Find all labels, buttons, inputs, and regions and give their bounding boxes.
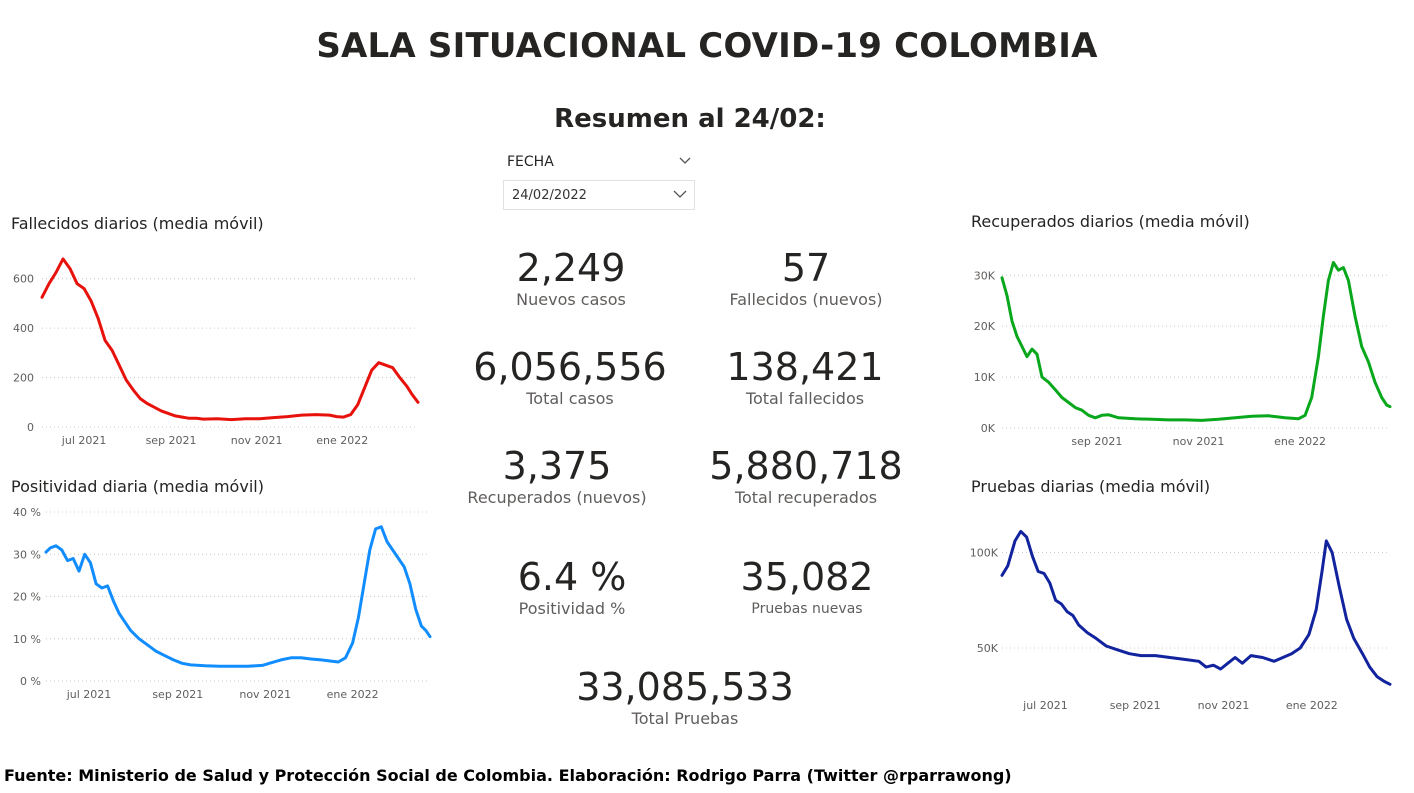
x-tick-label: jul 2021 [61, 434, 107, 447]
y-tick-label: 10K [974, 371, 996, 384]
kpi-label: Total fallecidos [745, 389, 865, 408]
y-tick-label: 0K [981, 422, 996, 435]
y-tick-label: 200 [13, 372, 34, 385]
source-footer: Fuente: Ministerio de Salud y Protección… [4, 766, 1012, 785]
series-line-positividad [44, 525, 432, 668]
kpi-label: Positividad % [518, 599, 626, 618]
kpi-value: 35,082 [740, 555, 874, 599]
y-tick-label: 30 % [13, 548, 41, 561]
chart-pruebas: 50K 100K jul 2021 sep 2021 nov 2021 ene 2022 [970, 529, 1392, 712]
kpi-value: 33,085,533 [576, 665, 794, 709]
y-tick-label: 10 % [13, 633, 41, 646]
kpi-label: Pruebas nuevas [751, 601, 863, 617]
page-title: SALA SITUACIONAL COVID-19 COLOMBIA [316, 26, 1098, 66]
x-tick-label: ene 2022 [1286, 699, 1338, 712]
x-tick-label: sep 2021 [152, 688, 203, 701]
kpi-label: Total recuperados [734, 488, 878, 507]
y-tick-label: 30K [974, 269, 996, 282]
x-tick-label: nov 2021 [239, 688, 291, 701]
kpi-value: 6.4 % [517, 555, 627, 599]
x-tick-label: nov 2021 [231, 434, 283, 447]
chart-title-positividad: Positividad diaria (media móvil) [11, 477, 264, 496]
kpi-recuperados-nuevos: 3,375 Recuperados (nuevos) [407, 444, 707, 507]
kpi-value: 6,056,556 [473, 345, 667, 389]
kpi-total-recuperados: 5,880,718 Total recuperados [656, 444, 956, 507]
y-tick-label: 0 [27, 421, 34, 434]
y-tick-label: 400 [13, 322, 34, 335]
date-filter-label: FECHA [507, 154, 554, 170]
chart-title-pruebas: Pruebas diarias (media móvil) [971, 477, 1211, 496]
chevron-down-icon[interactable] [678, 153, 692, 171]
kpi-positividad: 6.4 % Positividad % [422, 555, 722, 618]
kpi-total-pruebas: 33,085,533 Total Pruebas [535, 665, 835, 728]
x-tick-label: jul 2021 [66, 688, 112, 701]
kpi-label: Fallecidos (nuevos) [729, 290, 883, 309]
kpi-pruebas-nuevas: 35,082 Pruebas nuevas [657, 555, 957, 617]
y-tick-label: 20 % [13, 591, 41, 604]
kpi-value: 5,880,718 [709, 444, 903, 488]
chart-recuperados: 0K 10K 20K 30K sep 2021 nov 2021 ene 2022 [974, 261, 1392, 448]
series-line-fallecidos [40, 257, 420, 422]
y-tick-label: 0 % [20, 675, 41, 688]
chart-positividad: 0 % 10 % 20 % 30 % 40 % jul 2021 sep 2021 nov 2… [13, 506, 432, 701]
kpi-total-fallecidos: 138,421 Total fallecidos [655, 345, 955, 408]
y-tick-label: 20K [974, 320, 996, 333]
date-filter-dropdown[interactable]: 24/02/2022 [503, 180, 695, 210]
series-line-recuperados [1000, 261, 1392, 422]
page-subtitle: Resumen al 24/02: [554, 104, 826, 134]
chart-title-recuperados: Recuperados diarios (media móvil) [971, 212, 1250, 231]
chart-title-fallecidos: Fallecidos diarios (media móvil) [11, 214, 264, 233]
x-tick-label: sep 2021 [1071, 435, 1122, 448]
kpi-nuevos-casos: 2,249 Nuevos casos [421, 246, 721, 309]
x-tick-label: nov 2021 [1198, 699, 1250, 712]
kpi-value: 3,375 [502, 444, 612, 488]
kpi-label: Total casos [526, 389, 614, 408]
x-tick-label: jul 2021 [1022, 699, 1068, 712]
x-tick-label: ene 2022 [316, 434, 368, 447]
kpi-value: 2,249 [516, 246, 626, 290]
y-tick-label: 600 [13, 273, 34, 286]
kpi-value: 138,421 [726, 345, 884, 389]
series-line-pruebas [1000, 529, 1392, 686]
kpi-value: 57 [781, 246, 831, 290]
x-tick-label: ene 2022 [1274, 435, 1326, 448]
x-tick-label: ene 2022 [327, 688, 379, 701]
y-tick-label: 100K [970, 546, 999, 559]
x-tick-label: nov 2021 [1173, 435, 1225, 448]
kpi-total-casos: 6,056,556 Total casos [420, 345, 720, 408]
y-tick-label: 40 % [13, 506, 41, 519]
kpi-fallecidos-nuevos: 57 Fallecidos (nuevos) [656, 246, 956, 309]
x-tick-label: sep 2021 [1110, 699, 1161, 712]
chevron-down-icon [672, 186, 688, 206]
date-filter-value: 24/02/2022 [512, 188, 587, 203]
kpi-label: Total Pruebas [631, 709, 739, 728]
chart-fallecidos: 0 200 400 600 jul 2021 sep 2021 nov 2021 ene 20… [13, 257, 420, 447]
y-tick-label: 50K [977, 642, 999, 655]
kpi-label: Nuevos casos [516, 290, 626, 309]
x-tick-label: sep 2021 [146, 434, 197, 447]
kpi-label: Recuperados (nuevos) [467, 488, 647, 507]
